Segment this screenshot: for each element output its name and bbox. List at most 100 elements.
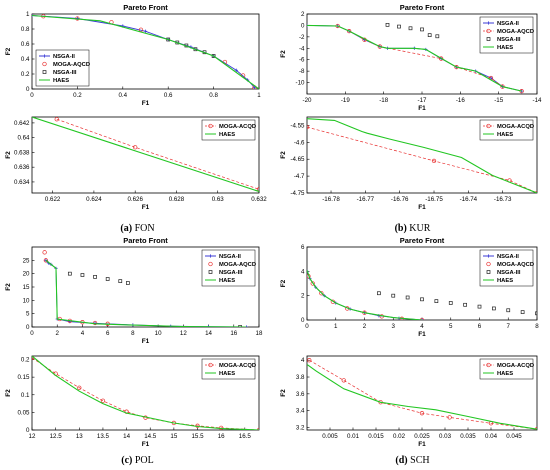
x-tick-label: 0.02 bbox=[393, 433, 406, 440]
caption-b: (b) KUR bbox=[275, 223, 550, 234]
legend: MOGA-ACQD HAES bbox=[479, 358, 534, 380]
series-line bbox=[32, 356, 259, 430]
y-tick-label: 0.642 bbox=[14, 120, 30, 127]
x-tick-label: -16.77 bbox=[357, 196, 375, 203]
y-tick-label: 0 bbox=[301, 22, 305, 29]
data-point bbox=[93, 275, 97, 279]
legend-label: MOGA-ACQD bbox=[497, 124, 534, 130]
x-tick-label: 0.03 bbox=[439, 433, 452, 440]
legend-label: HAES bbox=[497, 278, 513, 284]
data-point bbox=[43, 258, 49, 263]
legend-label: MOGA-ACQD bbox=[219, 124, 256, 130]
y-tick-label: 3.2 bbox=[296, 424, 305, 431]
data-point bbox=[434, 299, 439, 303]
y-axis-label: F2 bbox=[280, 279, 287, 287]
y-tick-label: -4.75 bbox=[290, 190, 305, 197]
plot-series-group bbox=[42, 250, 248, 327]
x-tick-label: 7 bbox=[507, 323, 511, 330]
data-point bbox=[307, 358, 312, 363]
data-point bbox=[520, 310, 525, 314]
x-tick-label: 0.2 bbox=[73, 92, 82, 99]
y-tick-label: -4 bbox=[299, 45, 305, 52]
data-point bbox=[341, 378, 346, 383]
y-tick-label: -10 bbox=[296, 80, 306, 87]
y-tick-label: 0.638 bbox=[14, 149, 30, 156]
chart-pol-zoom: 12 12.5 13 13.5 14 14.5 15 15.5 16 16.5 0 0.05 0.1 0.… bbox=[5, 355, 260, 448]
x-axis-label: F1 bbox=[418, 105, 426, 112]
caption-c-name: POL bbox=[134, 455, 154, 466]
legend-label: NSGA-III bbox=[497, 270, 521, 276]
legend-label: MOGA-AQCD bbox=[497, 262, 534, 268]
y-tick-label: 3.6 bbox=[296, 391, 305, 398]
y-tick-label: -2 bbox=[299, 34, 305, 41]
x-tick-label: 0.01 bbox=[347, 433, 360, 440]
y-tick-label: 6 bbox=[301, 244, 305, 251]
x-tick-label: 0 bbox=[30, 330, 34, 337]
legend-label: HAES bbox=[53, 78, 69, 84]
x-tick-label: 2 bbox=[363, 323, 367, 330]
data-point bbox=[463, 302, 467, 307]
caption-c: (c) POL bbox=[0, 455, 275, 466]
plot-series-group bbox=[32, 117, 259, 193]
chart-title: Pareto Front bbox=[123, 3, 168, 12]
x-tick-label: 0.045 bbox=[506, 433, 522, 440]
x-tick-label: 6 bbox=[106, 330, 110, 337]
x-axis-label: F1 bbox=[142, 441, 150, 448]
y-axis-label: F2 bbox=[280, 50, 287, 58]
legend-swatch-marker bbox=[208, 254, 213, 258]
data-point bbox=[427, 33, 432, 37]
data-point bbox=[420, 318, 424, 320]
legend: MOGA-ACQD HAES bbox=[201, 119, 256, 141]
legend-label: NSGA-III bbox=[53, 70, 77, 76]
y-tick-label: -4.7 bbox=[294, 173, 305, 180]
x-axis-label: F1 bbox=[418, 204, 426, 211]
data-point bbox=[133, 145, 138, 150]
x-tick-label: 0.035 bbox=[460, 433, 476, 440]
legend-swatch-marker bbox=[208, 261, 213, 267]
data-point bbox=[42, 250, 47, 255]
series-line bbox=[337, 25, 522, 92]
legend-swatch-marker bbox=[208, 123, 213, 129]
x-tick-label: -16.74 bbox=[460, 196, 478, 203]
caption-d: (d) SCH bbox=[275, 455, 550, 466]
data-point bbox=[405, 295, 410, 300]
series-line bbox=[307, 118, 537, 193]
legend: MOGA-ACQD HAES bbox=[201, 358, 256, 380]
data-point bbox=[80, 273, 85, 277]
legend-swatch-marker bbox=[486, 261, 491, 267]
data-point bbox=[420, 297, 424, 302]
y-tick-label: 0.636 bbox=[14, 164, 30, 171]
data-point bbox=[439, 56, 444, 61]
x-tick-label: -15 bbox=[494, 97, 504, 104]
data-point bbox=[419, 411, 425, 416]
y-tick-label: -6 bbox=[299, 57, 305, 64]
data-point bbox=[105, 277, 110, 281]
x-tick-label: 6 bbox=[478, 323, 482, 330]
x-tick-label: 0.63 bbox=[212, 196, 225, 203]
y-tick-label: 0 bbox=[26, 324, 30, 331]
y-tick-label: 0.8 bbox=[21, 26, 30, 33]
series-line bbox=[32, 14, 259, 89]
legend-box bbox=[479, 119, 534, 141]
y-tick-label: 0.64 bbox=[17, 135, 30, 142]
legend: MOGA-ACQD HAES bbox=[479, 119, 534, 141]
x-tick-label: 4 bbox=[420, 323, 424, 330]
x-tick-label: -18 bbox=[379, 97, 389, 104]
x-tick-label: 15.5 bbox=[191, 433, 204, 440]
legend-swatch-marker bbox=[42, 70, 47, 74]
data-point bbox=[535, 311, 537, 316]
caption-d-name: SCH bbox=[410, 455, 430, 466]
plot-series-group bbox=[307, 23, 524, 94]
x-tick-label: 0.6 bbox=[164, 92, 173, 99]
x-tick-label: 10 bbox=[155, 330, 162, 337]
x-tick-label: -16.78 bbox=[322, 196, 340, 203]
data-point bbox=[506, 308, 511, 313]
data-point bbox=[391, 293, 396, 298]
x-axis-label: F1 bbox=[418, 331, 426, 338]
data-point bbox=[447, 415, 452, 420]
y-tick-label: 0.05 bbox=[17, 409, 30, 416]
x-tick-label: 14 bbox=[123, 433, 130, 440]
y-tick-label: -8 bbox=[299, 68, 305, 75]
x-tick-label: 2 bbox=[55, 330, 59, 337]
x-tick-label: 12 bbox=[180, 330, 187, 337]
